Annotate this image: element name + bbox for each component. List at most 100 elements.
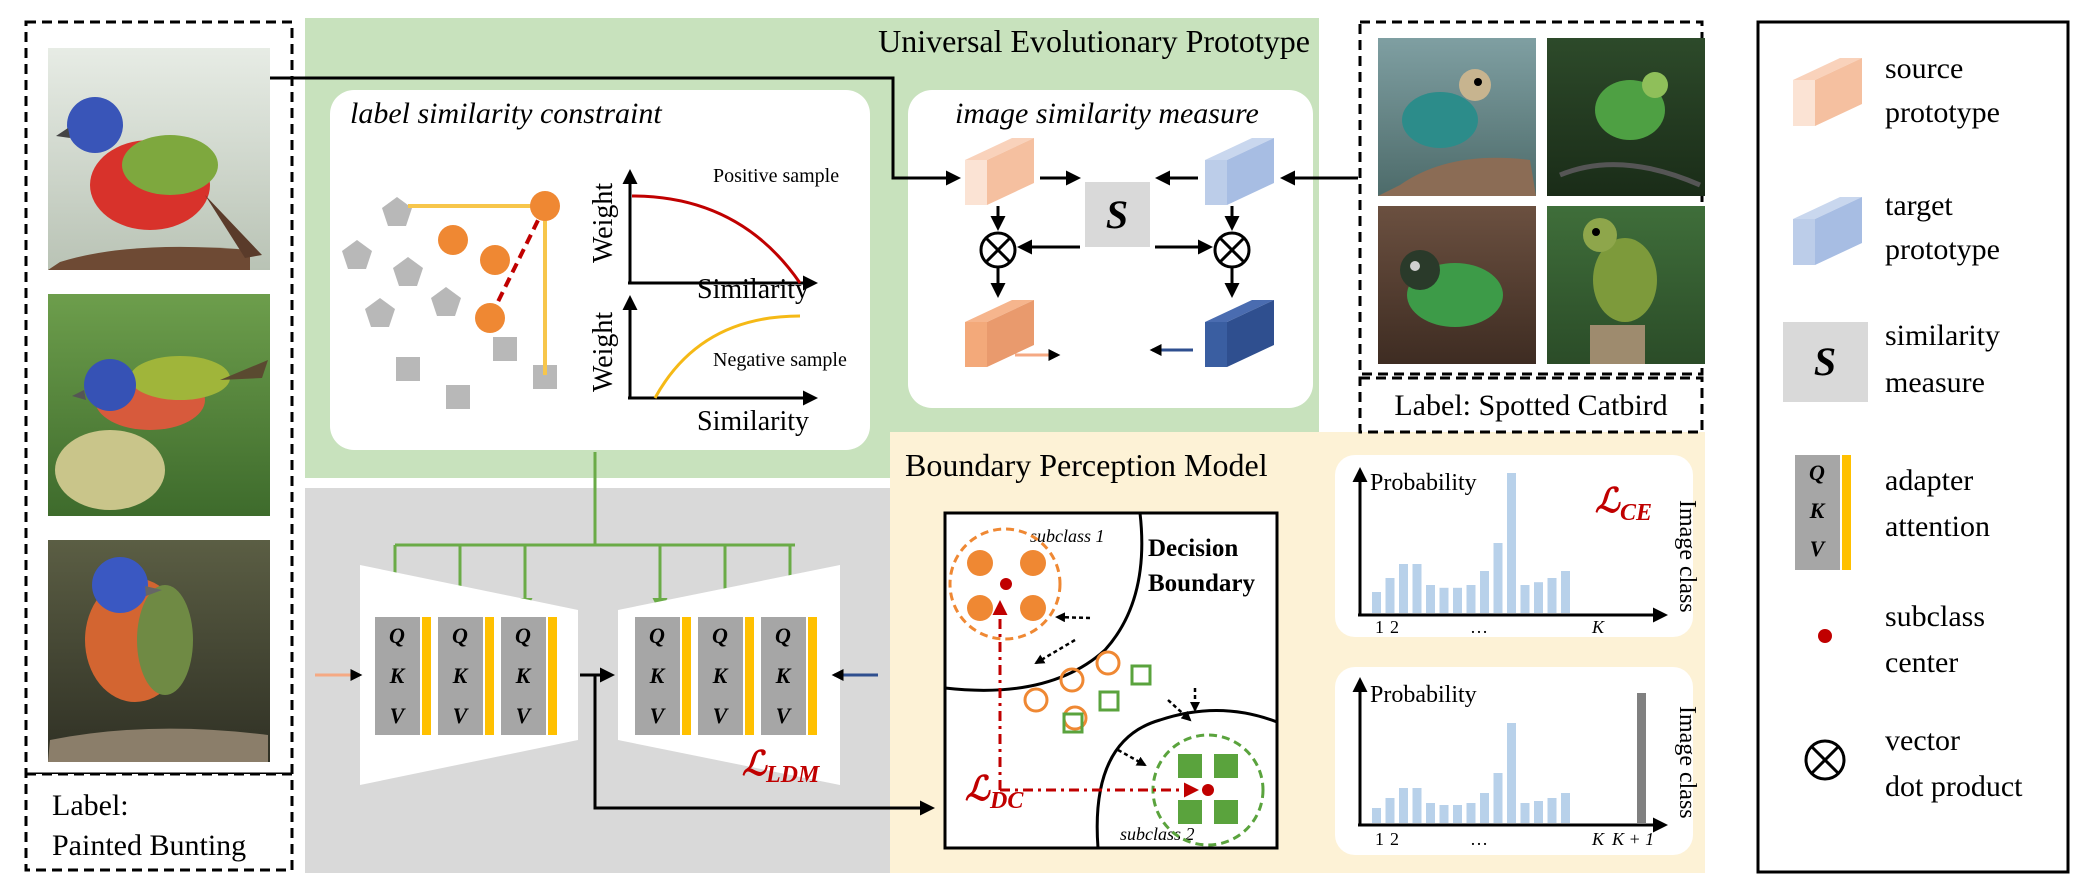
bars-top	[1372, 473, 1570, 613]
orange-dot	[530, 191, 560, 221]
adapter-icon	[1842, 455, 1851, 570]
negative-weight-plot: Negative sample Weight Similarity	[588, 295, 847, 437]
tick-1: 1	[1375, 617, 1384, 637]
target-prototype-top	[1205, 138, 1274, 205]
legend-item-subclass-center: subclass center	[1818, 600, 1985, 679]
legend-dot-line1: vector	[1885, 724, 1960, 757]
ldm-loss-sub: LDM	[765, 762, 821, 788]
target-photo-4	[1547, 206, 1705, 364]
legend-item-dot-product: vector dot product	[1804, 724, 2023, 803]
green-dot	[1214, 754, 1238, 778]
legend-source-line1: source	[1885, 52, 1963, 85]
subclass-center-icon	[1818, 629, 1832, 643]
prob-bar	[1453, 587, 1462, 613]
image-class-label-top: Image class	[1674, 500, 1700, 613]
adapter-k: K	[649, 663, 666, 688]
prob-bar	[1507, 723, 1516, 823]
similarity-box	[1085, 182, 1150, 247]
orange-ring	[1095, 650, 1121, 676]
source-photo-3	[48, 540, 270, 762]
legend-item-similarity: S similarity measure	[1783, 319, 2000, 402]
target-photo-3	[1378, 206, 1536, 364]
prob-bar	[1547, 798, 1557, 823]
prob-bar	[1426, 803, 1435, 823]
prob-bar	[1480, 793, 1489, 823]
target-label-box	[1358, 376, 1704, 434]
dc-loss-main: ℒ	[965, 771, 991, 808]
label-similarity-title: label similarity constraint	[350, 97, 662, 130]
adapter-block-3: Q K V	[501, 617, 557, 735]
prob-bar	[1439, 587, 1449, 613]
legend-adapter-q: Q	[1809, 460, 1825, 485]
decision-line1: Decision	[1148, 535, 1238, 562]
legend-similarity-line1: similarity	[1885, 319, 2000, 352]
label-scatter	[342, 191, 560, 409]
source-label-box	[24, 772, 294, 872]
prob-bar-extra	[1637, 693, 1646, 823]
pentagon-shape	[365, 298, 395, 327]
source-photo-2	[48, 294, 270, 516]
legend-target-line1: target	[1885, 189, 1953, 222]
legend-item-adapter: Q K V adapter attention	[1795, 455, 1990, 570]
green-dot	[1214, 800, 1238, 824]
square-shape	[493, 337, 517, 361]
adapter-v: V	[453, 703, 470, 728]
prob-bar	[1534, 801, 1543, 823]
prob-bar	[1466, 585, 1476, 613]
adapter-k: K	[452, 663, 469, 688]
prob-bar	[1534, 582, 1543, 613]
legend-subclass-line1: subclass	[1885, 600, 1985, 633]
prob-bar	[1439, 805, 1449, 823]
orange-dot	[438, 225, 468, 255]
subclass2-label: subclass 2	[1120, 824, 1195, 844]
source-prototype-icon	[1815, 58, 1862, 126]
source-to-uep-arrow	[270, 76, 961, 186]
positive-sample-label: Positive sample	[713, 165, 839, 187]
legend-item-source: source prototype	[1793, 52, 2000, 129]
source-prototype-icon	[1793, 58, 1862, 80]
prob-bar	[1493, 543, 1503, 613]
tick-k1: K + 1	[1611, 829, 1654, 849]
source-photo-1	[48, 48, 270, 270]
square-shape	[396, 357, 420, 381]
orange-dot	[1020, 550, 1046, 576]
prob-bar	[1399, 564, 1408, 613]
prob-bar	[1412, 788, 1422, 823]
tick-ellipsis: …	[1470, 829, 1488, 849]
prob-bar	[1426, 585, 1435, 613]
prob-bar	[1466, 803, 1476, 823]
adapter-q: Q	[649, 623, 665, 648]
image-similarity-title: image similarity measure	[955, 97, 1259, 130]
adapter-k: K	[389, 663, 406, 688]
source-prototype-updated	[965, 300, 1034, 367]
legend-similarity-line2: measure	[1885, 366, 1985, 399]
prob-bar	[1385, 798, 1395, 823]
dc-loss-sub: DC	[989, 788, 1024, 814]
green-square	[1098, 690, 1120, 712]
adapter-v: V	[516, 703, 533, 728]
adapter-q: Q	[452, 623, 468, 648]
adapter-q: Q	[712, 623, 728, 648]
prob-bar	[1493, 773, 1503, 823]
target-prototype-updated	[1205, 300, 1274, 367]
adapter-q: Q	[515, 623, 531, 648]
ldm-loss-main: ℒ	[742, 746, 768, 783]
adapter-k: K	[775, 663, 792, 688]
adapter-block-6: Q K V	[761, 617, 817, 735]
target-photo-1	[1378, 38, 1536, 196]
bars-bottom	[1372, 693, 1646, 823]
source-prototype-icon	[1793, 80, 1815, 126]
prob-bar	[1480, 571, 1489, 613]
adapter-icon	[1795, 455, 1840, 570]
pentagon-shape	[393, 257, 423, 286]
target-label: Label: Spotted Catbird	[1394, 389, 1667, 422]
subclass2-center	[1202, 784, 1214, 796]
orange-dot	[967, 595, 993, 621]
source-photo-frame	[24, 20, 294, 776]
target-prototype-icon	[1793, 197, 1862, 219]
tick-ellipsis: …	[1470, 617, 1488, 637]
prob-bar	[1412, 564, 1422, 613]
orange-dot	[480, 245, 510, 275]
prob-bar	[1399, 788, 1408, 823]
